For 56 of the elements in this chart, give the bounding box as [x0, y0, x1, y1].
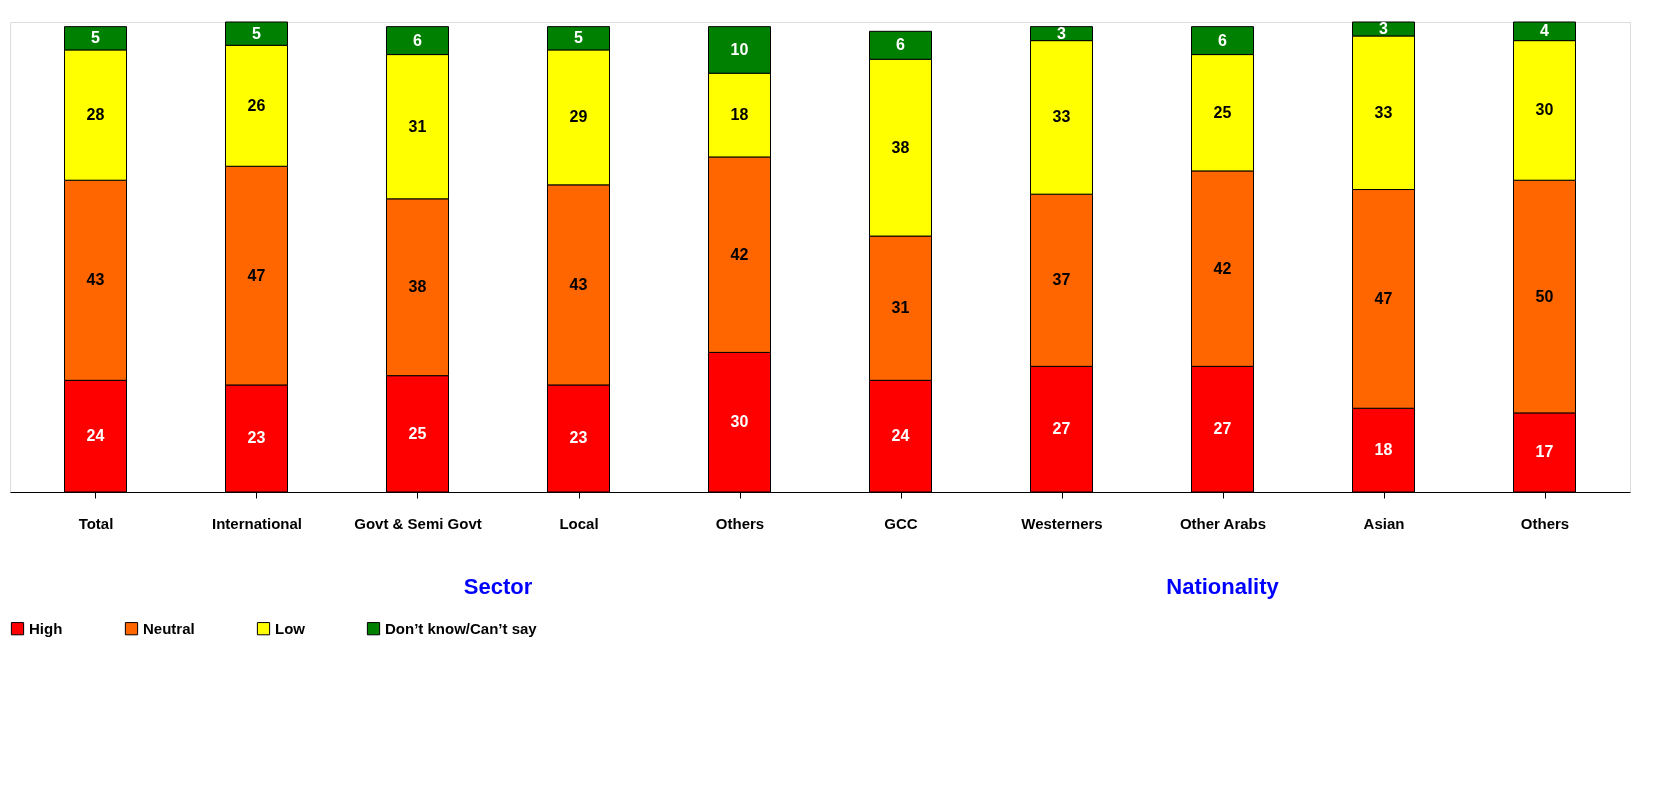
data-label: 18: [1374, 441, 1393, 459]
data-label: 26: [247, 96, 266, 114]
data-label: 27: [1052, 420, 1071, 438]
data-label: 25: [408, 424, 427, 442]
data-label: 5: [252, 24, 262, 42]
data-label: 6: [896, 36, 906, 54]
x-tick-label: International: [211, 514, 303, 532]
legend-label: High: [29, 619, 63, 637]
data-label: 3: [1057, 24, 1067, 42]
data-label: 28: [86, 106, 105, 124]
data-label: 30: [1535, 101, 1554, 119]
x-tick-label: Total: [78, 514, 114, 532]
data-label: 42: [1213, 259, 1232, 277]
legend-label: Low: [275, 619, 306, 637]
data-label: 30: [730, 413, 749, 431]
data-label: 10: [730, 40, 749, 58]
data-label: 37: [1052, 271, 1071, 289]
data-label: 50: [1535, 287, 1554, 305]
data-label: 18: [730, 106, 749, 124]
data-label: 33: [1374, 103, 1393, 121]
x-tick-label: Asian: [1363, 514, 1405, 532]
data-label: 5: [91, 29, 101, 47]
data-label: 38: [891, 138, 910, 156]
x-tick-label: Local: [559, 514, 599, 532]
data-label: 25: [1213, 103, 1232, 121]
data-label: 5: [574, 29, 584, 47]
data-label: 17: [1535, 443, 1554, 461]
x-tick-label: GCC: [884, 514, 918, 532]
legend-label: Don’t know/Can’t say: [385, 619, 538, 637]
x-tick-label: Other Arabs: [1179, 514, 1267, 532]
x-tick-label: Govt & Semi Govt: [354, 514, 482, 532]
legend-label: Neutral: [143, 619, 195, 637]
text: Sector: [463, 574, 533, 599]
data-label: 6: [413, 31, 423, 49]
data-label: 47: [247, 266, 266, 284]
x-tick-label: Others: [715, 514, 765, 532]
data-label: 43: [86, 271, 105, 289]
data-label: 4: [1540, 22, 1550, 40]
x-tick-label: Westerners: [1021, 514, 1103, 532]
data-label: 23: [247, 429, 266, 447]
data-label: 47: [1374, 289, 1393, 307]
data-label: 24: [86, 427, 105, 445]
data-label: 43: [569, 275, 588, 293]
data-label: 6: [1218, 31, 1228, 49]
data-label: 33: [1052, 108, 1071, 126]
data-label: 42: [730, 245, 749, 263]
data-label: 23: [569, 429, 588, 447]
data-label: 31: [408, 117, 427, 135]
text: Nationality: [1166, 574, 1280, 599]
data-label: 27: [1213, 420, 1232, 438]
data-label: 3: [1379, 19, 1389, 37]
x-tick-label: Others: [1520, 514, 1570, 532]
data-label: 29: [569, 108, 588, 126]
data-label: 24: [891, 427, 910, 445]
data-label: 38: [408, 278, 427, 296]
data-label: 31: [891, 299, 910, 317]
